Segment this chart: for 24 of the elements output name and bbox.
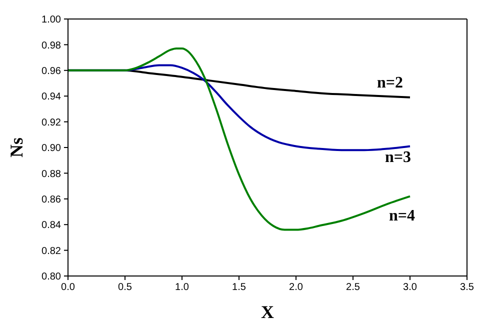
x-tick-label: 1.5	[232, 282, 246, 294]
y-tick-label: 0.98	[42, 40, 62, 52]
x-tick-label: 2.0	[289, 282, 304, 294]
series-label: n=4	[388, 207, 416, 224]
y-tick-label: 0.84	[42, 220, 62, 232]
x-tick-label: 0.5	[118, 282, 132, 294]
y-tick-label: 0.82	[42, 246, 62, 257]
y-tick-label: 0.94	[42, 92, 62, 103]
y-tick-label: 0.86	[42, 194, 62, 206]
x-tick-label: 1.0	[175, 282, 190, 294]
y-axis-title: Ns	[6, 137, 26, 158]
x-axis-title: X	[261, 302, 274, 322]
y-tick-label: 0.90	[42, 143, 62, 154]
x-tick-label: 0.0	[61, 282, 76, 294]
y-tick-label: 0.80	[42, 272, 62, 283]
y-tick-label: 0.96	[42, 66, 62, 77]
x-tick-label: 2.5	[346, 282, 360, 294]
y-tick-label: 0.88	[42, 168, 62, 180]
y-tick-label: 0.92	[42, 117, 62, 128]
x-tick-label: 3.0	[403, 282, 418, 294]
series-label: n=2	[376, 74, 404, 92]
series-label: n=3	[384, 149, 412, 166]
y-tick-label: 1.00	[42, 14, 62, 26]
x-tick-label: 3.5	[460, 282, 474, 294]
